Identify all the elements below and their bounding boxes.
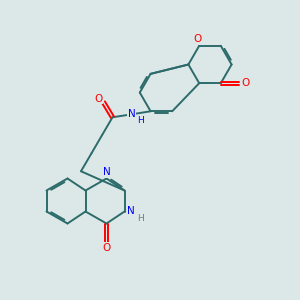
Text: O: O <box>194 34 202 44</box>
Text: N: N <box>128 109 135 119</box>
Text: H: H <box>137 116 144 125</box>
Text: N: N <box>103 167 110 177</box>
Text: O: O <box>241 78 250 88</box>
Text: N: N <box>127 206 135 217</box>
Text: O: O <box>94 94 102 104</box>
Text: H: H <box>137 214 143 223</box>
Text: O: O <box>102 243 111 253</box>
